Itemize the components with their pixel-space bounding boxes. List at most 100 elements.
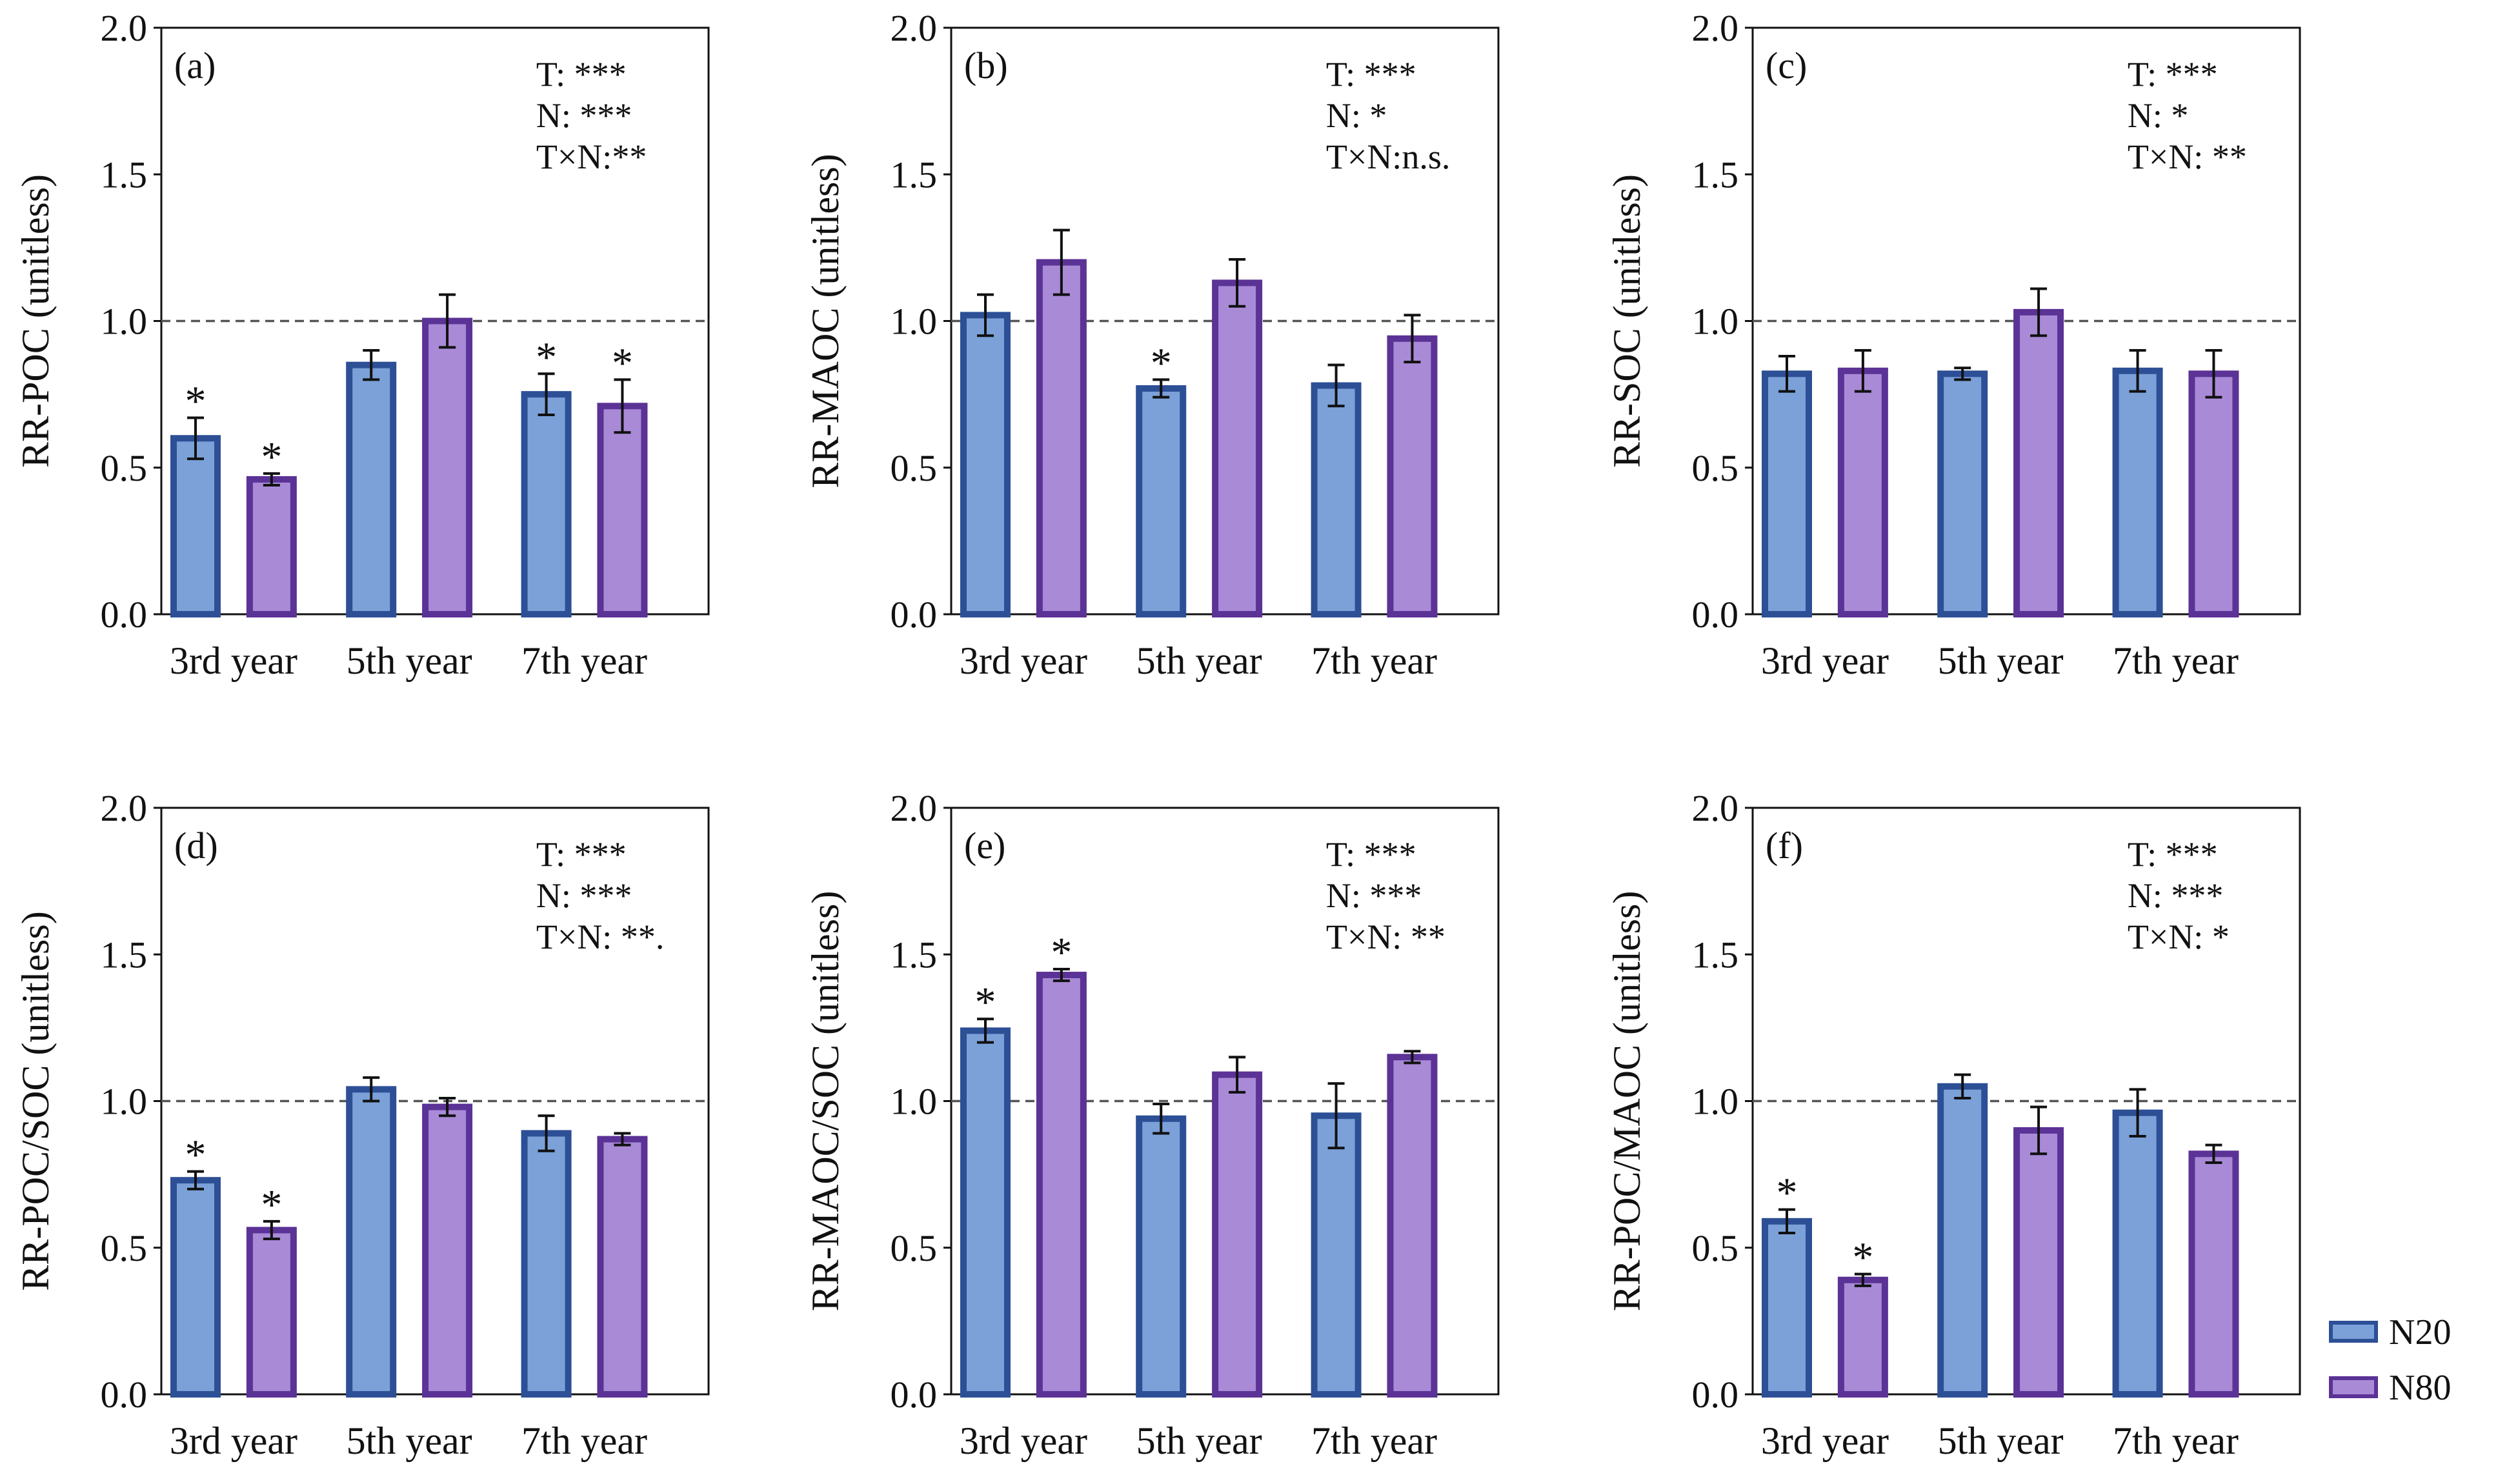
y-tick-label: 0.0	[891, 594, 938, 636]
y-tick-label: 0.5	[1692, 447, 1739, 489]
bar-n20-3rd-year	[1762, 370, 1812, 617]
stats-annotation: T×N:n.s.	[1326, 137, 1450, 176]
y-tick-label: 0.0	[101, 594, 148, 636]
significance-star: *	[261, 1181, 282, 1228]
panel-e: 0.0 0.5 1.0 1.5 2.0 RR-MAOC/SOC (unitless) * * 3…	[804, 787, 1500, 1462]
bar-n80-3rd-year	[246, 476, 297, 617]
y-tick-label: 1.0	[1692, 301, 1739, 343]
bar-n20-5th-year	[346, 361, 397, 617]
x-tick-label: 5th year	[1938, 1419, 2064, 1462]
y-tick-label: 2.0	[891, 787, 938, 829]
x-tick-label: 7th year	[1311, 1419, 1437, 1462]
x-tick-label: 7th year	[1311, 639, 1437, 682]
stats-annotation: T×N: **	[2128, 137, 2247, 176]
x-tick-label: 3rd year	[960, 639, 1087, 682]
bar-n80-7th-year	[1387, 1054, 1438, 1398]
bar-n80-3rd-year	[1036, 259, 1087, 618]
stats-annotation: N: *	[1326, 96, 1387, 135]
bar-n80-5th-year	[1212, 279, 1263, 618]
y-axis-label: RR-POC/SOC (unitless)	[14, 911, 57, 1290]
x-tick-label: 3rd year	[170, 639, 297, 682]
stats-annotation: N: ***	[2128, 876, 2224, 915]
significance-star: *	[536, 334, 557, 381]
panel-c: 0.0 0.5 1.0 1.5 2.0 RR-SOC (unitless) 3rd year…	[1606, 7, 2301, 682]
y-tick-label: 1.0	[891, 1081, 938, 1123]
significance-star: *	[185, 377, 206, 425]
x-tick-label: 3rd year	[170, 1419, 297, 1462]
stats-annotation: N: *	[2128, 96, 2189, 135]
bar-n20-3rd-year	[170, 1177, 221, 1398]
stats-annotation: T: ***	[1326, 55, 1416, 94]
significance-star: *	[1777, 1170, 1798, 1217]
stats-annotation: T×N: *	[2128, 917, 2230, 956]
legend-label-n80: N80	[2389, 1368, 2451, 1408]
bar-n80-3rd-year	[1036, 972, 1087, 1398]
bar-n80-3rd-year	[246, 1227, 297, 1398]
panel-label: (a)	[174, 45, 216, 86]
panel-label: (f)	[1766, 825, 1803, 867]
y-axis-label: RR-SOC (unitless)	[1606, 174, 1648, 468]
bar-n80-5th-year	[1212, 1071, 1263, 1398]
panel-b: 0.0 0.5 1.0 1.5 2.0 RR-MAOC (unitless) * 3rd ye…	[804, 7, 1500, 682]
stats-annotation: T×N: **	[1326, 917, 1445, 956]
bar-n20-5th-year	[1937, 1083, 1988, 1398]
y-tick-label: 1.5	[101, 154, 148, 196]
bar-n20-7th-year	[1311, 382, 1362, 617]
y-tick-label: 2.0	[891, 7, 938, 49]
y-tick-label: 0.0	[101, 1374, 148, 1416]
bar-n80-7th-year	[597, 1136, 648, 1398]
y-tick-label: 2.0	[1692, 7, 1739, 49]
stats-annotation: T: ***	[2128, 55, 2218, 94]
stats-annotation: T: ***	[536, 55, 627, 94]
panel-f: 0.0 0.5 1.0 1.5 2.0 RR-POC/MAOC (unitless) * * 3…	[1606, 787, 2301, 1462]
y-tick-label: 0.5	[891, 447, 938, 489]
bar-n20-7th-year	[521, 391, 572, 617]
bar-n20-5th-year	[1937, 370, 1988, 617]
stats-annotation: T: ***	[536, 835, 627, 874]
bar-n80-5th-year	[422, 317, 473, 617]
bar-n20-3rd-year	[960, 312, 1011, 617]
significance-star: *	[1151, 339, 1172, 386]
x-tick-label: 5th year	[347, 1419, 472, 1462]
panel-d: 0.0 0.5 1.0 1.5 2.0 RR-POC/SOC (unitless) * * 3r…	[14, 787, 710, 1462]
y-tick-label: 0.0	[1692, 594, 1739, 636]
bar-n20-7th-year	[521, 1130, 572, 1398]
legend-label-n20: N20	[2389, 1312, 2451, 1352]
y-axis-label: RR-POC (unitless)	[14, 174, 57, 468]
stats-annotation: T: ***	[2128, 835, 2218, 874]
x-tick-label: 7th year	[521, 639, 647, 682]
significance-star: *	[185, 1132, 206, 1179]
x-tick-label: 3rd year	[1761, 1419, 1889, 1462]
x-tick-label: 3rd year	[1761, 639, 1889, 682]
significance-star: *	[1051, 929, 1072, 976]
stats-annotation: T×N: **.	[536, 917, 664, 956]
y-tick-label: 2.0	[1692, 787, 1739, 829]
panel-label: (c)	[1766, 45, 1807, 86]
bar-n20-3rd-year	[960, 1027, 1011, 1398]
y-tick-label: 0.0	[1692, 1374, 1739, 1416]
y-tick-label: 1.0	[891, 301, 938, 343]
panel-label: (d)	[174, 825, 218, 867]
y-tick-label: 0.5	[1692, 1227, 1739, 1269]
significance-star: *	[975, 979, 996, 1026]
stats-annotation: N: ***	[1326, 876, 1422, 915]
significance-star: *	[612, 339, 633, 386]
x-tick-label: 7th year	[2113, 1419, 2239, 1462]
y-tick-label: 1.5	[891, 154, 938, 196]
legend-swatch-n80	[2329, 1376, 2378, 1398]
y-tick-label: 1.5	[891, 934, 938, 976]
y-tick-label: 1.0	[101, 301, 148, 343]
y-tick-label: 1.0	[101, 1081, 148, 1123]
y-axis-label: RR-POC/MAOC (unitless)	[1606, 891, 1648, 1312]
x-tick-label: 7th year	[521, 1419, 647, 1462]
y-tick-label: 2.0	[101, 7, 148, 49]
x-tick-label: 5th year	[347, 639, 472, 682]
y-tick-label: 1.5	[101, 934, 148, 976]
y-tick-label: 1.5	[1692, 154, 1739, 196]
y-tick-label: 0.5	[101, 1227, 148, 1269]
bar-n20-7th-year	[1311, 1112, 1362, 1398]
bar-n20-5th-year	[346, 1086, 397, 1398]
bar-n80-5th-year	[2013, 1127, 2064, 1398]
